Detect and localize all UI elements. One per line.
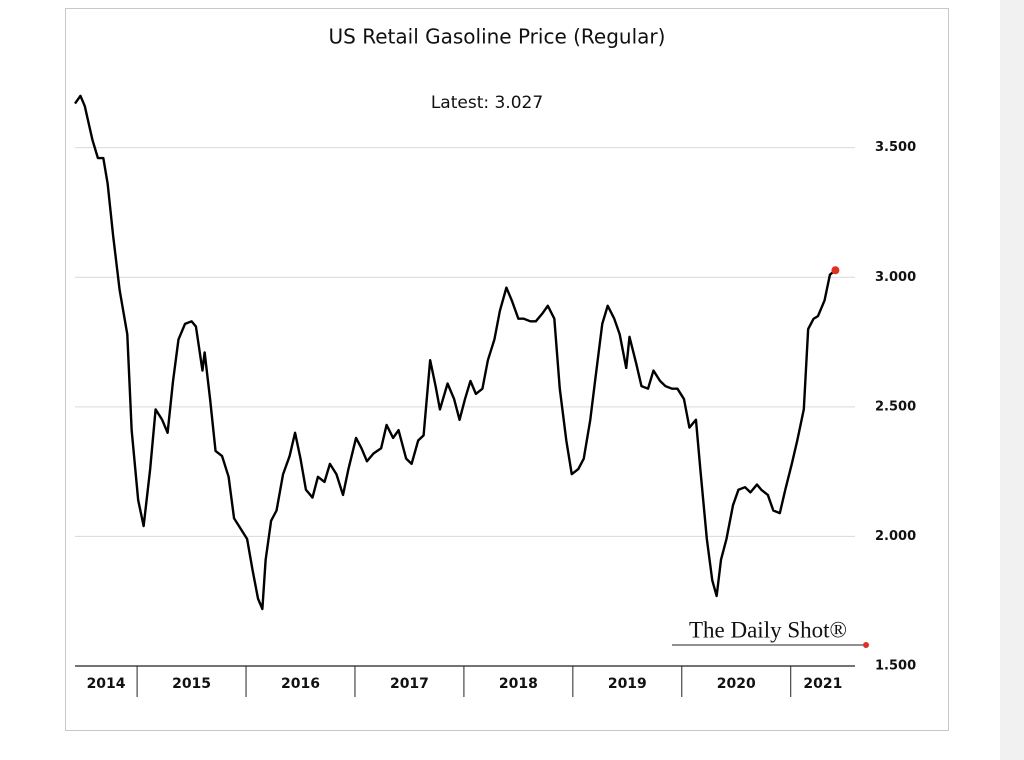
x-tick-label: 2020 <box>717 676 756 692</box>
y-tick-label: 1.500 <box>875 659 916 674</box>
annotation: Latest: 3.027 <box>431 93 543 113</box>
price-line <box>74 94 837 611</box>
x-tick-label: 2021 <box>803 676 842 692</box>
y-tick-label: 2.000 <box>875 529 916 544</box>
x-tick-label: 2014 <box>87 676 126 692</box>
x-tick-label: 2016 <box>281 676 320 692</box>
y-tick-label: 2.500 <box>875 399 916 414</box>
x-tick-label: 2017 <box>390 676 429 692</box>
x-tick-label: 2019 <box>608 676 647 692</box>
x-tick-label: 2015 <box>172 676 211 692</box>
y-tick-label: 3.500 <box>875 140 916 155</box>
y-tick-label: 3.000 <box>875 270 916 285</box>
chart-title: US Retail Gasoline Price (Regular) <box>329 25 666 49</box>
watermark: The Daily Shot® <box>689 617 847 642</box>
x-tick-label: 2018 <box>499 676 538 692</box>
latest-point <box>831 266 840 275</box>
watermark-dot <box>863 642 869 648</box>
chart-frame <box>65 8 949 731</box>
